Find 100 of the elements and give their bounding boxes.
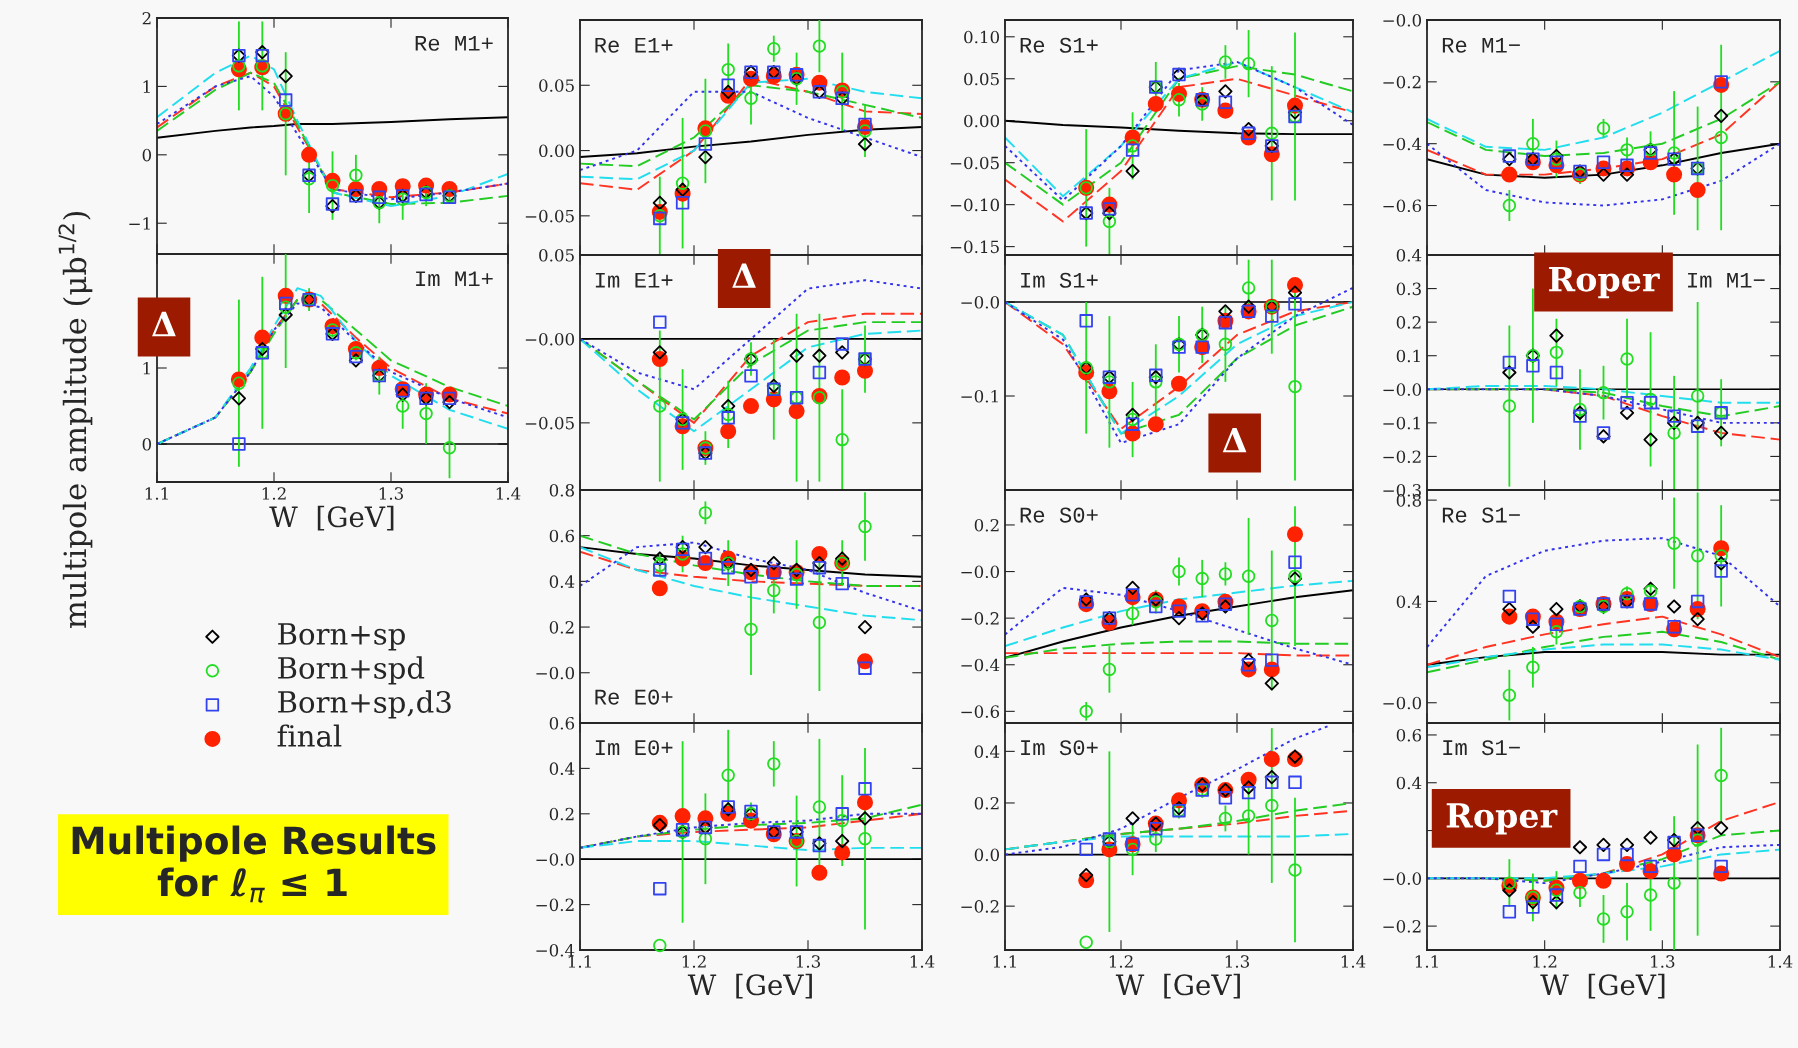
x-tick-label: 1.1: [568, 955, 591, 968]
y-tick-label: 0.2: [1396, 316, 1421, 329]
y-tick-label: −0.0: [1383, 383, 1422, 396]
x-tick-label: 1.2: [1533, 955, 1557, 968]
y-tick-label: −1: [129, 217, 150, 230]
annotation: Δ: [1222, 427, 1247, 453]
y-tick-label: 0.0: [974, 848, 1000, 862]
y-tick-label: −0.0: [1383, 696, 1422, 710]
x-tick-label: 1.3: [1225, 955, 1250, 968]
text: Im S0+: [1021, 740, 1098, 756]
x-tick-label: 1.4: [496, 487, 521, 500]
x-tick-label: 1.2: [682, 955, 706, 968]
y-tick-label: 0.1: [1396, 349, 1420, 363]
text: Re E1+: [595, 37, 673, 53]
y-tick-label: −0.1: [961, 389, 998, 403]
y-tick-label: −0.2: [961, 612, 999, 625]
y-tick-label: −0.10: [950, 198, 1000, 212]
y-tick-label: 0.3: [1396, 282, 1421, 296]
legend-label: final: [277, 724, 342, 748]
x-tick-label: 1.1: [145, 487, 168, 500]
text: Re M1−: [1442, 37, 1520, 53]
y-tick-label: 0.00: [539, 144, 575, 158]
x-tick-label: 1.3: [796, 955, 821, 968]
y-tick-label: 0.2: [974, 796, 999, 810]
text: Im E0+: [595, 740, 673, 756]
x-tick-label: 1.2: [262, 487, 286, 500]
y-tick-label: −0.0: [536, 666, 575, 680]
y-tick-label: 0.05: [964, 72, 999, 86]
y-tick-label: −0.4: [536, 943, 575, 957]
y-tick-label: 0.4: [1396, 595, 1422, 608]
y-tick-label: −0.0: [1383, 872, 1422, 885]
legend-label: Born+sp: [278, 623, 405, 651]
y-tick-label: 0.6: [1396, 728, 1422, 742]
y-tick-label: 0.05: [539, 248, 574, 262]
x-axis-title: W [GeV]: [269, 505, 394, 531]
annotation: Roper: [1446, 803, 1558, 835]
y-tick-label: −0.2: [1383, 450, 1421, 463]
x-tick-label: 1.4: [910, 955, 935, 968]
y-tick-label: 1: [143, 361, 150, 375]
text: Re S1−: [1442, 507, 1520, 523]
y-tick-label: 0.2: [549, 807, 574, 821]
y-tick-label: −0.6: [961, 705, 1000, 718]
y-tick-label: −0.2: [1383, 75, 1421, 89]
y-tick-label: 0.4: [549, 575, 575, 588]
x-tick-label: 1.4: [1341, 955, 1366, 968]
y-tick-label: −0.00: [525, 332, 575, 346]
y-tick-label: 0.10: [964, 30, 1000, 44]
text: Im E1+: [595, 272, 673, 288]
y-tick-label: 0: [142, 148, 152, 162]
text: Re M1+: [415, 35, 493, 51]
text: Multipole Results for ℓ$_{π}$ ≤ 1: [72, 825, 436, 903]
x-axis-title: W [GeV]: [1540, 973, 1665, 999]
y-tick-label: 0.2: [549, 621, 574, 634]
annotation: Δ: [732, 263, 756, 288]
y-tick-label: −0.05: [950, 156, 999, 170]
y-tick-label: −0.4: [1383, 137, 1422, 151]
y-tick-label: −0.4: [961, 658, 1000, 672]
y-tick-label: 1: [143, 80, 150, 93]
y-tick-label: −0.2: [961, 900, 999, 913]
text: Im M1+: [416, 271, 493, 287]
y-tick-label: 0.4: [974, 745, 1000, 758]
y-tick-label: 0.00: [964, 114, 1000, 128]
text: Im M1−: [1688, 272, 1765, 288]
y-tick-label: −0.05: [525, 416, 574, 430]
y-tick-label: −0.6: [1383, 199, 1422, 213]
y-tick-label: −0.05: [525, 209, 574, 223]
legend-label: Born+sp,d3: [278, 690, 451, 719]
x-tick-label: 1.3: [1651, 955, 1675, 968]
y-tick-label: 0.6: [549, 716, 575, 730]
y-tick-label: 2: [142, 11, 151, 25]
legend-label: Born+spd: [278, 656, 425, 685]
x-axis-title: W [GeV]: [687, 973, 812, 999]
y-tick-label: 0: [142, 437, 152, 451]
annotation: Roper: [1549, 266, 1660, 299]
y-tick-label: −0.1: [1383, 416, 1420, 430]
text: Re S1+: [1020, 37, 1098, 53]
text: Re S0+: [1020, 507, 1098, 523]
y-tick-label: −0.15: [950, 240, 999, 254]
y-tick-label: 0.2: [974, 518, 999, 532]
y-tick-label: 0.6: [549, 529, 575, 543]
y-tick-label: −0.0: [1383, 13, 1422, 27]
annotation: Δ: [152, 311, 176, 337]
y-tick-label: 0.05: [539, 79, 574, 92]
text: Im S1−: [1443, 740, 1520, 756]
y-tick-label: −0.2: [1383, 920, 1421, 933]
y-tick-label: 0.4: [1396, 776, 1422, 790]
y-tick-label: −0.0: [961, 565, 1000, 579]
x-tick-label: 1.4: [1768, 955, 1793, 968]
x-axis-title: W [GeV]: [1115, 973, 1240, 999]
y-tick-label: 0.4: [1396, 248, 1422, 262]
text: Im S1+: [1021, 272, 1098, 288]
y-tick-label: −0.0: [536, 853, 575, 866]
y-axis-title: multipole amplitude (μb$^{1/2}$): [58, 211, 93, 629]
text: Re E0+: [595, 689, 673, 705]
x-tick-label: 1.3: [379, 487, 404, 500]
x-tick-label: 1.1: [1415, 955, 1438, 968]
y-tick-label: −0.0: [961, 295, 1000, 309]
x-tick-label: 1.2: [1109, 955, 1133, 968]
x-tick-label: 1.1: [993, 955, 1016, 968]
y-tick-label: −0.2: [536, 898, 574, 912]
